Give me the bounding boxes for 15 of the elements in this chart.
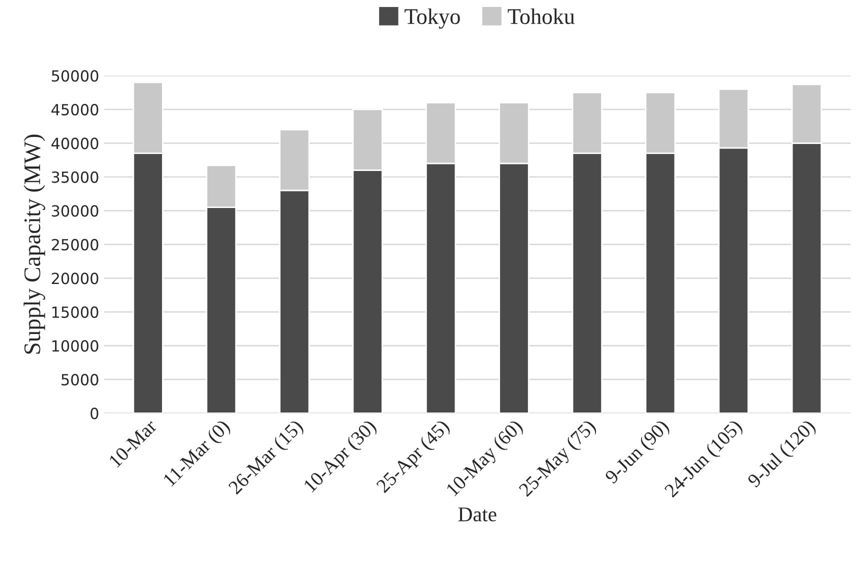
y-tick-label: 15000 — [52, 306, 98, 318]
y-tick-label: 35000 — [52, 171, 98, 183]
y-tick-label: 40000 — [51, 138, 98, 150]
y-tick-label: 0 — [90, 408, 98, 420]
legend-label: Tohoku — [508, 8, 575, 24]
legend-label: Tokyo — [404, 8, 460, 29]
y-axis-title: Supply Capacity (MW) — [24, 134, 46, 354]
y-tick-label: 5000 — [62, 374, 98, 386]
y-tick-label: 10000 — [52, 340, 98, 352]
y-tick-label: 25000 — [52, 238, 98, 250]
y-tick-label: 45000 — [51, 104, 98, 116]
y-tick-label: 30000 — [52, 205, 98, 217]
x-axis-title: Date — [458, 508, 496, 522]
y-tick-label: 20000 — [52, 272, 98, 284]
y-tick-label: 50000 — [52, 70, 98, 82]
